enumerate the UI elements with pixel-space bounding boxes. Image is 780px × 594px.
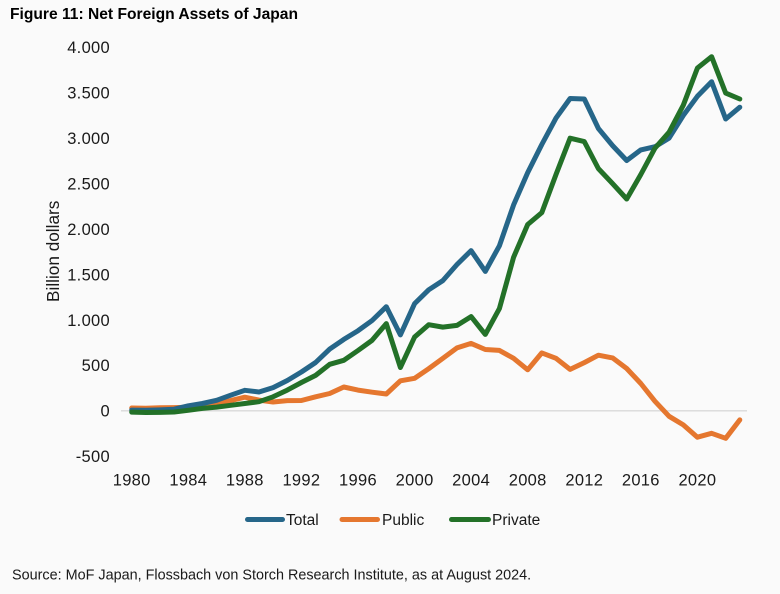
svg-text:Private: Private xyxy=(492,512,540,529)
svg-text:0: 0 xyxy=(101,403,110,421)
svg-text:3.000: 3.000 xyxy=(67,130,110,148)
svg-text:Source: MoF Japan, Flossbach v: Source: MoF Japan, Flossbach von Storch … xyxy=(12,568,531,584)
svg-text:2012: 2012 xyxy=(565,471,603,489)
svg-text:4.000: 4.000 xyxy=(67,39,110,57)
svg-text:-500: -500 xyxy=(76,448,110,466)
svg-text:1992: 1992 xyxy=(282,471,320,489)
svg-text:Billion dollars: Billion dollars xyxy=(43,201,63,302)
svg-text:2008: 2008 xyxy=(509,471,547,489)
svg-text:3.500: 3.500 xyxy=(67,85,110,103)
svg-text:2.000: 2.000 xyxy=(67,221,110,239)
svg-text:1996: 1996 xyxy=(339,471,377,489)
svg-text:1.500: 1.500 xyxy=(67,266,110,284)
svg-text:2000: 2000 xyxy=(396,471,434,489)
svg-text:500: 500 xyxy=(82,357,110,375)
svg-text:1984: 1984 xyxy=(169,471,207,489)
svg-text:1.000: 1.000 xyxy=(67,312,110,330)
svg-text:Figure 11: Net Foreign Assets: Figure 11: Net Foreign Assets of Japan xyxy=(10,6,298,23)
svg-text:2020: 2020 xyxy=(678,471,716,489)
svg-text:1988: 1988 xyxy=(226,471,264,489)
svg-text:2.500: 2.500 xyxy=(67,176,110,194)
svg-text:2016: 2016 xyxy=(622,471,660,489)
svg-text:Public: Public xyxy=(382,512,424,529)
svg-text:1980: 1980 xyxy=(113,471,151,489)
svg-text:2004: 2004 xyxy=(452,471,490,489)
svg-text:Total: Total xyxy=(286,512,319,529)
